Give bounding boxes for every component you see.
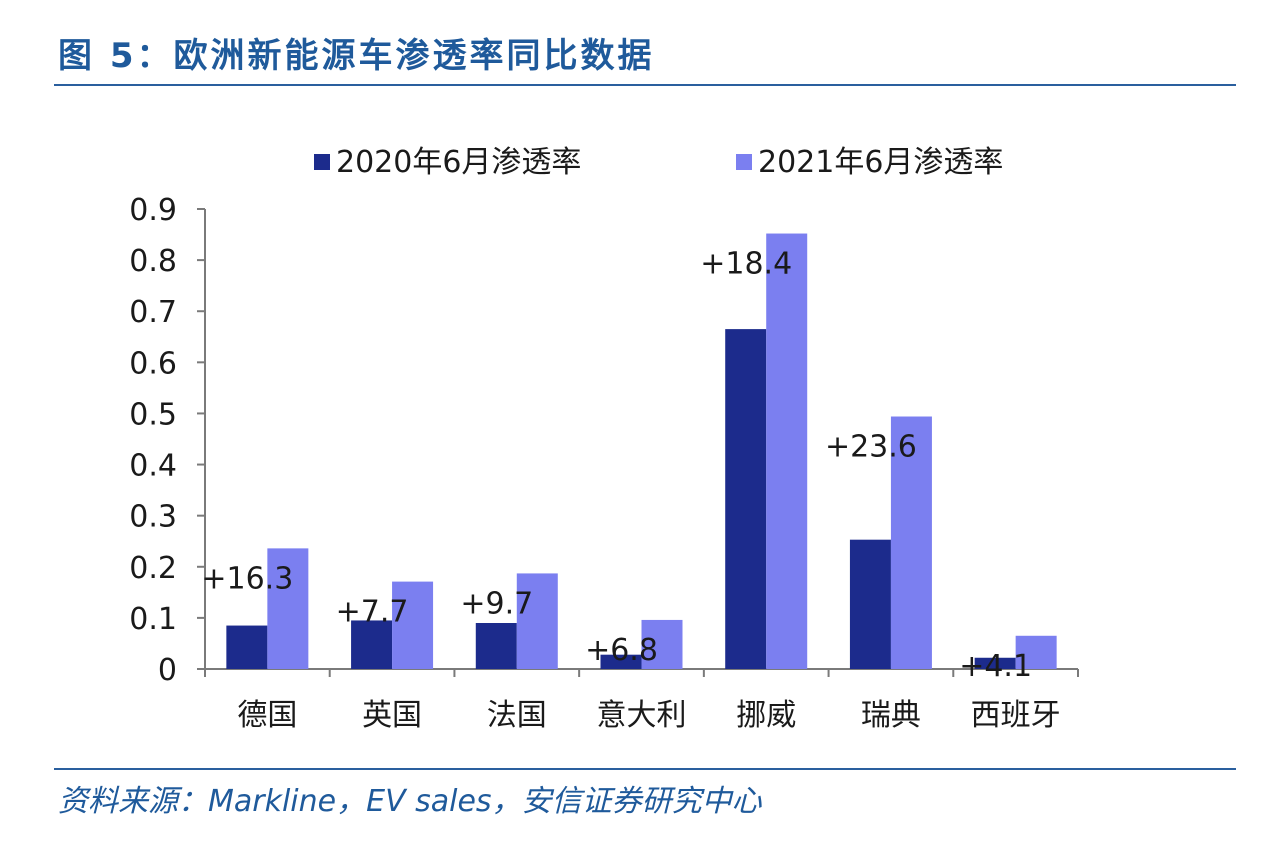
x-category-label: 英国 — [362, 698, 422, 733]
bar-2020 — [226, 625, 268, 669]
bar-2020 — [600, 654, 642, 669]
delta-label: +4.1 — [959, 649, 1032, 684]
bar-2021 — [267, 548, 309, 669]
bar-2020 — [725, 329, 767, 669]
x-category-label: 德国 — [237, 698, 297, 733]
y-tick-label: 0.9 — [129, 193, 177, 228]
delta-label: +23.6 — [825, 430, 917, 465]
bar-2020 — [351, 620, 393, 669]
bar-2021 — [890, 416, 932, 669]
legend-label: 2020年6月渗透率 — [336, 145, 581, 180]
delta-label: +6.8 — [585, 633, 658, 668]
x-category-label: 意大利 — [597, 698, 687, 733]
y-tick-label: 0.3 — [129, 500, 177, 535]
bar-chart: 0 0.1 0.2 0.3 0.4 0.5 0.6 0.7 0.8 0.9 德国 +16.3 英国 +7.… — [129, 145, 1079, 733]
y-tick-label: 0.8 — [129, 244, 177, 279]
bar-2020 — [849, 539, 891, 669]
y-tick-label: 0.5 — [129, 397, 177, 432]
y-tick-label: 0.7 — [129, 295, 177, 330]
y-tick-label: 0.2 — [129, 551, 177, 586]
x-category-label: 西班牙 — [971, 698, 1061, 733]
legend-label: 2021年6月渗透率 — [758, 145, 1003, 180]
legend-swatch — [736, 154, 752, 170]
bar-2021 — [516, 573, 558, 669]
source-divider — [54, 768, 1236, 770]
delta-label: +16.3 — [201, 561, 293, 596]
figure-title: 图 5：欧洲新能源车渗透率同比数据 — [58, 36, 655, 76]
x-category-label: 瑞典 — [861, 698, 921, 733]
y-tick-label: 0.6 — [129, 346, 177, 381]
y-tick-label: 0.1 — [129, 602, 177, 637]
x-category-label: 挪威 — [736, 698, 796, 733]
y-tick-label: 0 — [158, 653, 177, 688]
title-divider — [54, 84, 1236, 86]
bar-2021 — [392, 581, 434, 669]
source-note: 资料来源：Markline，EV sales，安信证券研究中心 — [58, 784, 762, 819]
delta-label: +18.4 — [700, 247, 792, 282]
bar-2020 — [475, 623, 517, 669]
legend-swatch — [314, 154, 330, 170]
y-tick-label: 0.4 — [129, 449, 177, 484]
delta-label: +9.7 — [460, 586, 533, 621]
delta-label: +7.7 — [336, 595, 409, 630]
bar-2021 — [641, 619, 683, 669]
x-category-label: 法国 — [487, 698, 547, 733]
bar-2021 — [1015, 635, 1057, 669]
bar-2021 — [766, 233, 808, 669]
bar-2020 — [974, 657, 1016, 669]
